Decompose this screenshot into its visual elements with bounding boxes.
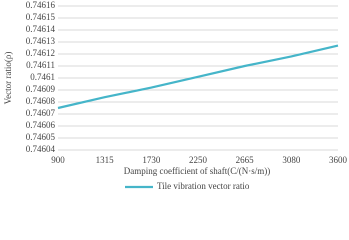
- y-tick-label: 0.74609: [26, 84, 56, 94]
- y-tick-label: 0.74613: [26, 36, 56, 46]
- y-axis-title: Vector ratio(ρ): [3, 52, 13, 105]
- y-tick-label: 0.74606: [26, 120, 56, 130]
- x-tick-label: 3600: [329, 155, 348, 165]
- x-tick-label: 1315: [96, 155, 115, 165]
- x-axis-title: Damping coefficient of shaft(C/(N·s/m)): [124, 166, 271, 176]
- y-tick-label: 0.74607: [26, 108, 56, 118]
- y-tick-label: 0.74614: [26, 24, 56, 34]
- line-series: [57, 44, 339, 110]
- x-tick-label: 2250: [189, 155, 208, 165]
- y-tick-label: 0.74604: [26, 144, 56, 154]
- y-tick-label: 0.74615: [26, 12, 56, 22]
- y-tick-label: 0.74616: [26, 0, 56, 10]
- x-tick-label: 1730: [142, 155, 161, 165]
- x-tick-label: 900: [51, 155, 65, 165]
- y-tick-label: 0.74611: [26, 60, 55, 70]
- x-tick-label: 2665: [236, 155, 255, 165]
- y-tick-label: 0.7461: [30, 72, 55, 82]
- y-tick-label: 0.74612: [26, 48, 55, 58]
- chart: Vector ratio(ρ) Damping coefficient of s…: [3, 0, 348, 191]
- y-tick-label: 0.74608: [26, 96, 56, 106]
- legend-label: Tile vibration vector ratio: [157, 181, 250, 191]
- x-tick-label: 3080: [282, 155, 301, 165]
- y-tick-label: 0.74605: [26, 132, 56, 142]
